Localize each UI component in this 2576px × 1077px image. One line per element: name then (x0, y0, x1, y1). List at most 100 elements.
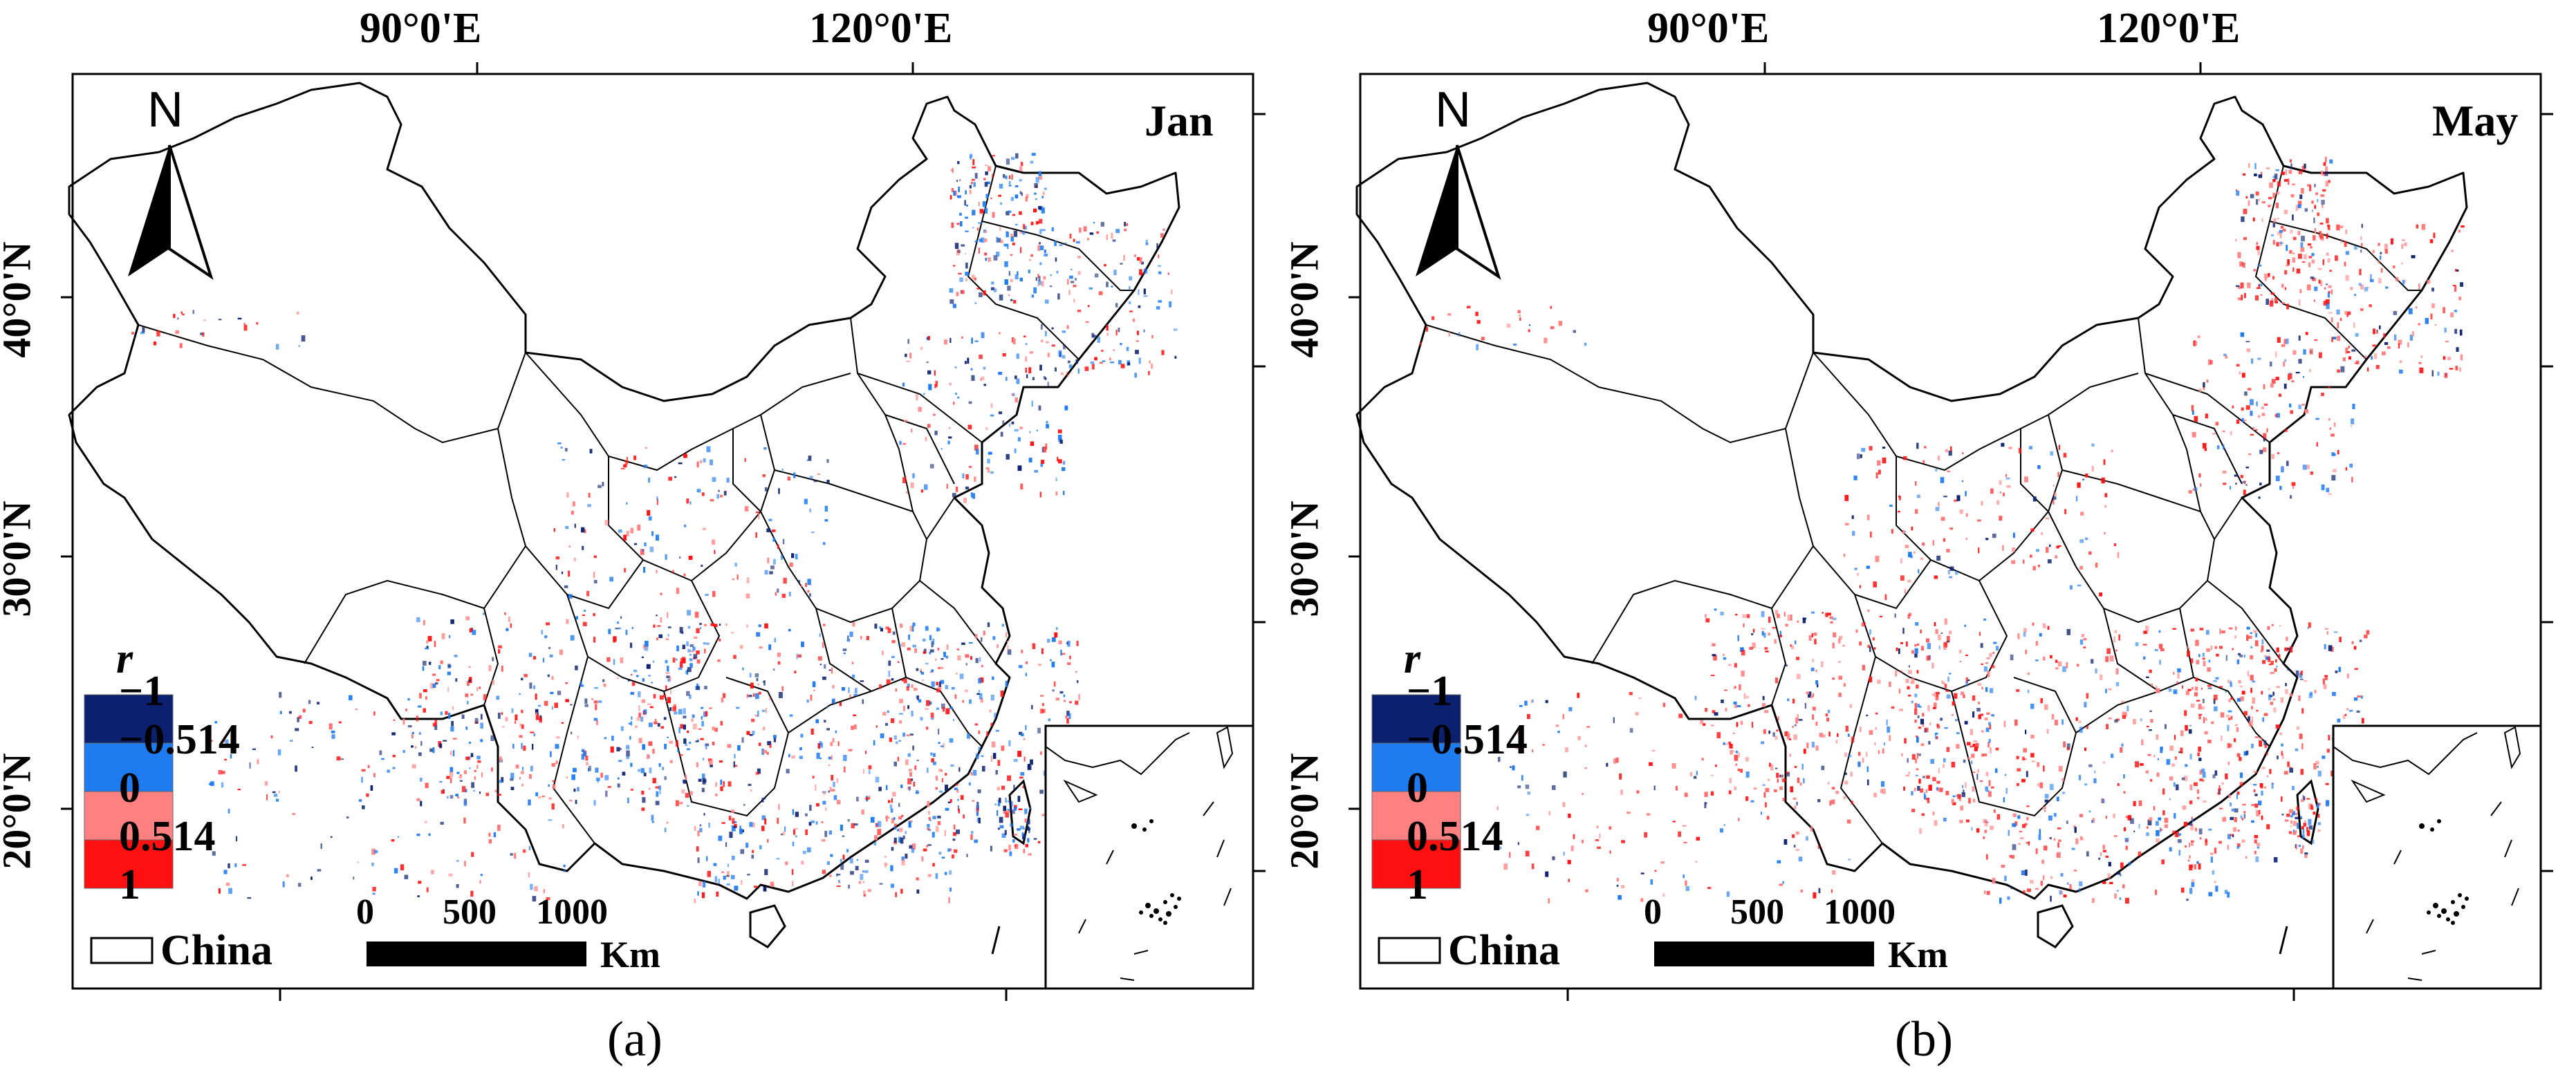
correlation-pixel (2259, 783, 2263, 788)
correlation-pixel (952, 493, 956, 498)
correlation-pixel (2322, 259, 2324, 265)
correlation-pixel (949, 299, 954, 304)
correlation-pixel (1548, 811, 1550, 816)
correlation-pixel (1068, 364, 1073, 368)
correlation-pixel (1878, 469, 1881, 475)
correlation-pixel (594, 687, 598, 689)
legend-china-swatch (90, 937, 154, 964)
correlation-pixel (999, 825, 1004, 829)
correlation-pixel (1011, 157, 1015, 160)
correlation-pixel (1828, 782, 1830, 785)
correlation-pixel (1062, 467, 1066, 471)
correlation-pixel (1519, 705, 1523, 707)
correlation-pixel (898, 827, 903, 832)
correlation-pixel (1001, 785, 1005, 790)
correlation-pixel (1761, 630, 1764, 636)
correlation-pixel (2245, 405, 2250, 410)
correlation-pixel (985, 427, 988, 431)
correlation-pixel (2059, 890, 2062, 895)
correlation-pixel (530, 765, 533, 771)
correlation-pixel (331, 734, 335, 739)
correlation-pixel (2078, 720, 2082, 724)
correlation-pixel (1133, 254, 1136, 257)
correlation-pixel (450, 767, 454, 772)
correlation-pixel (668, 476, 673, 481)
correlation-pixel (1984, 830, 1987, 833)
correlation-pixel (1859, 727, 1862, 732)
correlation-pixel (617, 783, 620, 788)
correlation-pixel (655, 800, 660, 805)
correlation-pixel (1988, 739, 1991, 743)
correlation-pixel (1075, 359, 1078, 364)
correlation-pixel (1066, 711, 1070, 716)
correlation-pixel (647, 703, 651, 705)
correlation-pixel (700, 627, 702, 630)
correlation-pixel (508, 617, 511, 622)
correlation-pixel (1002, 353, 1006, 357)
correlation-pixel (1947, 640, 1950, 643)
correlation-pixel (2461, 225, 2465, 228)
correlation-pixel (698, 881, 702, 886)
correlation-pixel (1922, 713, 1925, 717)
correlation-pixel (1891, 706, 1895, 709)
correlation-pixel (1039, 789, 1044, 794)
correlation-pixel (2319, 223, 2324, 225)
correlation-pixel (2230, 834, 2234, 836)
correlation-pixel (2135, 642, 2139, 646)
correlation-pixel (1609, 850, 1611, 854)
correlation-pixel (822, 641, 824, 648)
correlation-pixel (551, 676, 554, 680)
correlation-pixel (847, 635, 849, 639)
correlation-pixel (2069, 884, 2072, 890)
correlation-pixel (812, 681, 816, 688)
correlation-pixel (1007, 800, 1010, 803)
correlation-pixel (865, 797, 869, 800)
correlation-pixel (761, 798, 764, 803)
correlation-pixel (1922, 460, 1925, 464)
correlation-pixel (470, 753, 474, 758)
correlation-pixel (971, 182, 973, 185)
correlation-pixel (1940, 718, 1943, 721)
correlation-pixel (976, 817, 980, 823)
correlation-pixel (946, 483, 948, 489)
correlation-pixel (2266, 649, 2270, 652)
correlation-pixel (2173, 671, 2175, 675)
correlation-pixel (1741, 650, 1745, 656)
correlation-pixel (2184, 776, 2188, 781)
correlation-pixel (1938, 635, 1941, 640)
correlation-pixel (1910, 682, 1914, 684)
correlation-pixel (575, 616, 578, 620)
correlation-pixel (920, 717, 923, 721)
correlation-pixel (1075, 671, 1077, 673)
correlation-pixel (1092, 335, 1097, 338)
correlation-pixel (766, 528, 771, 532)
correlation-pixel (2012, 813, 2017, 817)
correlation-pixel (2263, 273, 2268, 279)
correlation-pixel (519, 693, 521, 695)
correlation-pixel (521, 709, 523, 713)
correlation-pixel (1056, 270, 1059, 274)
correlation-pixel (875, 776, 880, 783)
correlation-pixel (2053, 484, 2055, 487)
correlation-pixel (888, 671, 891, 677)
correlation-pixel (927, 800, 930, 807)
correlation-pixel (810, 695, 813, 701)
correlation-pixel (2243, 480, 2246, 485)
correlation-pixel (331, 730, 335, 733)
correlation-pixel (2086, 726, 2088, 729)
correlation-pixel (1613, 758, 1617, 764)
correlation-pixel (990, 197, 992, 200)
correlation-pixel (1068, 290, 1071, 295)
correlation-pixel (1073, 238, 1075, 243)
correlation-pixel (974, 302, 977, 305)
correlation-pixel (828, 764, 831, 767)
correlation-pixel (2384, 249, 2388, 254)
correlation-pixel (791, 553, 795, 559)
correlation-pixel (1014, 274, 1019, 280)
correlation-pixel (638, 705, 640, 711)
correlation-pixel (2088, 551, 2092, 555)
correlation-pixel (2288, 169, 2292, 174)
correlation-pixel (1766, 816, 1770, 820)
correlation-pixel (733, 826, 737, 828)
correlation-pixel (2411, 331, 2415, 337)
